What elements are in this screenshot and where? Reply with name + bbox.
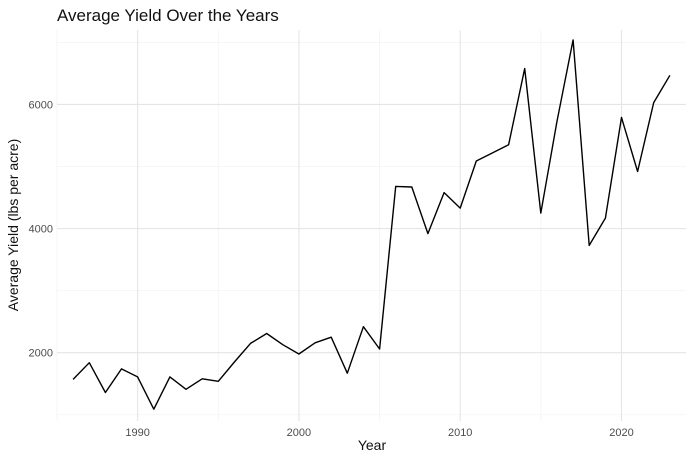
x-axis-ticks: 1990 2000 2010 2020 <box>125 427 633 439</box>
y-tick-label: 2000 <box>29 348 53 360</box>
y-tick-label: 6000 <box>29 99 53 111</box>
series-layer <box>72 39 671 410</box>
minor-gridlines <box>56 30 686 421</box>
x-axis-title: Year <box>358 437 387 453</box>
x-tick-label: 2020 <box>609 427 633 439</box>
y-tick-label: 4000 <box>29 224 53 236</box>
x-tick-label: 2000 <box>287 427 311 439</box>
x-tick-label: 1990 <box>125 427 149 439</box>
major-gridlines <box>57 30 686 421</box>
series-line <box>72 39 671 410</box>
y-axis-title: Average Yield (lbs per acre) <box>5 139 21 312</box>
y-axis-ticks: 2000 4000 6000 <box>29 99 53 359</box>
chart-title: Average Yield Over the Years <box>57 6 279 25</box>
x-tick-label: 2010 <box>448 427 472 439</box>
